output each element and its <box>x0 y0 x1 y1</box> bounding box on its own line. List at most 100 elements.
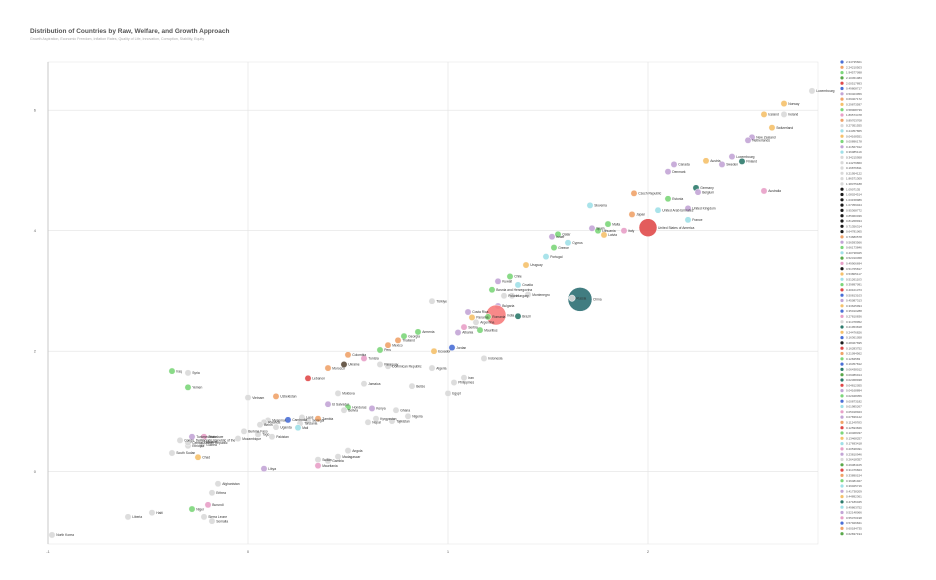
data-point[interactable] <box>554 230 562 238</box>
data-point[interactable] <box>514 281 522 289</box>
data-point[interactable] <box>522 261 530 269</box>
data-point[interactable] <box>376 361 384 368</box>
data-point[interactable] <box>488 286 496 294</box>
data-point[interactable] <box>400 332 408 340</box>
data-point[interactable] <box>744 136 752 144</box>
data-point[interactable] <box>200 513 208 521</box>
data-point[interactable] <box>324 364 332 372</box>
data-point[interactable] <box>204 501 212 509</box>
data-point[interactable] <box>468 314 476 321</box>
data-point[interactable] <box>188 433 196 441</box>
data-point[interactable] <box>684 204 692 212</box>
data-point[interactable] <box>684 216 692 224</box>
data-point[interactable] <box>176 436 184 444</box>
data-point[interactable] <box>344 447 352 455</box>
data-point[interactable] <box>594 227 602 235</box>
data-point[interactable] <box>314 456 322 464</box>
data-point[interactable] <box>460 323 468 331</box>
data-point[interactable] <box>564 239 572 247</box>
data-point[interactable] <box>384 362 392 370</box>
data-point[interactable] <box>314 415 322 423</box>
data-point[interactable] <box>620 227 628 235</box>
data-point[interactable] <box>214 480 222 488</box>
data-point[interactable] <box>208 489 216 497</box>
data-point[interactable] <box>188 505 196 513</box>
data-point[interactable] <box>360 380 368 388</box>
data-point[interactable] <box>494 277 502 285</box>
data-point[interactable] <box>728 153 736 161</box>
data-point[interactable] <box>324 400 332 408</box>
data-point[interactable] <box>476 326 484 334</box>
data-point[interactable] <box>514 312 522 320</box>
data-point[interactable] <box>234 435 242 443</box>
data-point[interactable] <box>364 418 372 426</box>
data-point[interactable] <box>394 336 402 344</box>
data-point[interactable] <box>428 297 436 305</box>
data-point[interactable] <box>314 462 322 470</box>
data-point[interactable] <box>506 273 514 280</box>
data-point[interactable] <box>630 189 638 197</box>
data-point[interactable] <box>304 417 312 424</box>
data-point[interactable] <box>388 417 396 425</box>
data-point[interactable] <box>168 449 176 457</box>
data-point[interactable] <box>184 369 192 377</box>
data-point[interactable] <box>548 233 556 241</box>
data-point[interactable] <box>48 531 56 539</box>
data-point[interactable] <box>404 412 412 420</box>
data-point[interactable] <box>638 218 658 237</box>
data-point[interactable] <box>664 195 672 203</box>
data-point[interactable] <box>184 383 192 391</box>
data-point[interactable] <box>588 224 596 232</box>
data-point[interactable] <box>194 453 202 461</box>
data-point[interactable] <box>480 354 488 362</box>
data-point[interactable] <box>780 100 788 108</box>
data-point[interactable] <box>454 329 462 336</box>
data-point[interactable] <box>654 206 662 214</box>
data-point[interactable] <box>428 364 436 372</box>
data-point[interactable] <box>550 244 558 252</box>
data-point[interactable] <box>694 188 702 196</box>
data-point[interactable] <box>284 416 292 424</box>
data-point[interactable] <box>304 374 312 382</box>
data-point[interactable] <box>670 160 678 168</box>
data-point[interactable] <box>334 453 342 461</box>
data-point[interactable] <box>808 87 816 95</box>
data-point[interactable] <box>340 406 348 414</box>
data-point[interactable] <box>500 292 508 300</box>
data-point[interactable] <box>738 157 746 165</box>
data-point[interactable] <box>124 513 132 521</box>
data-point[interactable] <box>324 457 332 465</box>
data-point[interactable] <box>240 427 248 435</box>
data-point[interactable] <box>272 392 280 400</box>
data-point[interactable] <box>444 389 452 397</box>
data-point[interactable] <box>360 354 368 362</box>
data-point[interactable] <box>448 344 456 352</box>
data-point[interactable] <box>460 374 468 382</box>
data-point[interactable] <box>384 341 392 349</box>
data-point[interactable] <box>334 389 342 397</box>
data-point[interactable] <box>430 347 438 355</box>
data-point[interactable] <box>372 415 380 423</box>
data-point[interactable] <box>628 210 636 218</box>
data-point[interactable] <box>414 328 422 336</box>
data-point[interactable] <box>760 110 768 118</box>
data-point[interactable] <box>604 220 612 228</box>
data-point[interactable] <box>340 361 348 368</box>
data-point[interactable] <box>664 168 672 176</box>
data-point[interactable] <box>268 433 276 441</box>
data-point[interactable] <box>392 406 400 414</box>
data-point[interactable] <box>376 346 384 354</box>
data-point[interactable] <box>198 441 206 449</box>
data-point[interactable] <box>702 157 710 165</box>
data-point[interactable] <box>600 231 608 239</box>
data-point[interactable] <box>244 394 252 402</box>
data-point[interactable] <box>780 110 788 118</box>
data-point[interactable] <box>408 382 416 390</box>
data-point[interactable] <box>718 160 726 168</box>
data-point[interactable] <box>294 424 302 432</box>
data-point[interactable] <box>542 253 550 261</box>
data-point[interactable] <box>567 287 593 312</box>
data-point[interactable] <box>484 313 492 321</box>
data-point[interactable] <box>168 367 176 375</box>
data-point[interactable] <box>760 187 768 195</box>
